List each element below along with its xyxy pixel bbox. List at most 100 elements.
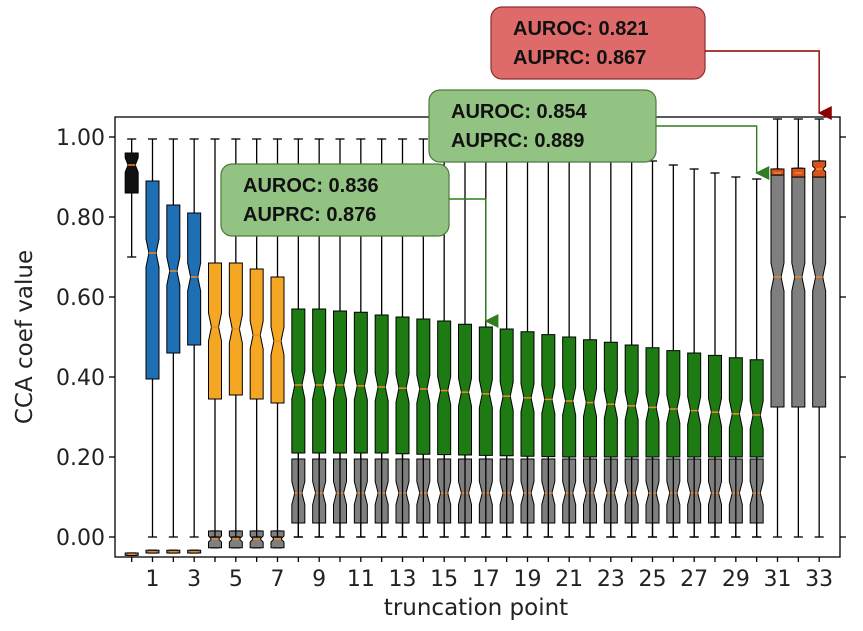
callout-0: AUROC: 0.821 AUPRC: 0.867 bbox=[490, 6, 832, 120]
box-body bbox=[520, 331, 535, 457]
x-tick-label: 15 bbox=[430, 567, 458, 592]
box-green-28 bbox=[708, 172, 722, 538]
y-tick-label: 0.00 bbox=[56, 526, 105, 551]
box-orange-5 bbox=[228, 138, 243, 538]
box-body bbox=[728, 357, 743, 458]
callout-text-0: AUROC: 0.836 bbox=[243, 175, 379, 197]
x-tick-label: 23 bbox=[597, 567, 625, 592]
box-green-20 bbox=[541, 144, 556, 538]
box-red-31 bbox=[770, 168, 785, 176]
box-body bbox=[562, 336, 577, 458]
box-gray-32 bbox=[791, 118, 806, 538]
box-body bbox=[812, 176, 827, 408]
callout-arrow bbox=[449, 198, 499, 328]
x-tick-label: 31 bbox=[764, 567, 792, 592]
box-green-19 bbox=[520, 142, 535, 538]
x-tick-label: 17 bbox=[472, 567, 500, 592]
box-body bbox=[124, 152, 139, 194]
box-green-22 bbox=[583, 148, 597, 538]
callout-text-0: AUROC: 0.854 bbox=[451, 101, 587, 123]
box-green-27 bbox=[687, 168, 702, 538]
box-gray-33 bbox=[812, 118, 827, 538]
box-body bbox=[458, 323, 472, 456]
box-green-29 bbox=[728, 176, 743, 538]
box-green-21 bbox=[562, 146, 577, 538]
box-body bbox=[603, 341, 618, 458]
box-orange-4 bbox=[208, 138, 222, 538]
box-body bbox=[187, 212, 202, 346]
box-body bbox=[583, 339, 597, 458]
x-tick-label: 29 bbox=[722, 567, 750, 592]
box-gray-1 bbox=[145, 549, 160, 554]
box-green-26 bbox=[666, 164, 681, 538]
y-axis-label: CCA coef value bbox=[12, 250, 38, 424]
box-body bbox=[374, 314, 389, 454]
callout-arrow bbox=[705, 50, 832, 120]
box-body bbox=[166, 204, 181, 354]
box-orange-7 bbox=[270, 138, 285, 538]
y-tick-label: 0.80 bbox=[56, 206, 105, 231]
box-body bbox=[270, 276, 285, 404]
box-green-16 bbox=[458, 138, 472, 538]
x-tick-label: 7 bbox=[271, 567, 285, 592]
box-body bbox=[333, 310, 347, 454]
x-tick-label: 1 bbox=[146, 567, 160, 592]
box-body bbox=[749, 359, 764, 458]
callout-text-1: AUPRC: 0.889 bbox=[451, 130, 584, 152]
x-tick-label: 3 bbox=[187, 567, 201, 592]
box-body bbox=[312, 308, 327, 454]
box-gray-3 bbox=[187, 549, 202, 554]
x-axis-label: truncation point bbox=[384, 595, 568, 621]
x-tick-label: 13 bbox=[389, 567, 417, 592]
callout-text-0: AUROC: 0.821 bbox=[513, 18, 649, 40]
box-gray-31 bbox=[770, 118, 785, 538]
box-blue-1 bbox=[145, 138, 160, 538]
box-red-32 bbox=[791, 167, 806, 178]
box-gray-6 bbox=[249, 530, 264, 549]
x-tick-label: 21 bbox=[555, 567, 583, 592]
box-body bbox=[353, 311, 368, 454]
y-tick-label: 0.40 bbox=[56, 366, 105, 391]
x-tick-label: 9 bbox=[312, 567, 326, 592]
box-green-30 bbox=[749, 178, 764, 538]
callout-2: AUROC: 0.836 AUPRC: 0.876 bbox=[220, 163, 499, 328]
callout-box bbox=[490, 6, 706, 80]
annotations: AUROC: 0.821 AUPRC: 0.867 AUROC: 0.854 AUPR… bbox=[220, 6, 832, 328]
x-tick-label: 33 bbox=[805, 567, 833, 592]
x-tick-label: 19 bbox=[514, 567, 542, 592]
box-green-18 bbox=[499, 140, 514, 538]
plot-area bbox=[114, 116, 841, 558]
box-body bbox=[291, 308, 306, 454]
box-green-23 bbox=[603, 152, 618, 538]
box-body bbox=[208, 262, 222, 400]
box-body bbox=[770, 168, 785, 176]
box-body bbox=[416, 318, 431, 455]
box-green-10 bbox=[333, 138, 347, 538]
x-tick-label: 5 bbox=[229, 567, 243, 592]
box-gray-0 bbox=[124, 552, 139, 557]
box-gray-7 bbox=[270, 530, 285, 549]
callout-1: AUROC: 0.854 AUPRC: 0.889 bbox=[428, 89, 770, 180]
callout-text-1: AUPRC: 0.867 bbox=[513, 47, 646, 69]
box-blue-2 bbox=[166, 138, 181, 538]
box-body bbox=[499, 328, 514, 457]
box-red-33 bbox=[812, 160, 827, 178]
box-body bbox=[687, 352, 702, 458]
box-body bbox=[791, 176, 806, 408]
x-tick-label: 27 bbox=[680, 567, 708, 592]
box-gray-4 bbox=[208, 530, 222, 549]
y-tick-label: 0.60 bbox=[56, 286, 105, 311]
box-body bbox=[624, 344, 639, 458]
y-axis: 0.00 0.20 0.40 0.60 0.80 1.00 bbox=[56, 126, 846, 551]
callout-box bbox=[220, 163, 450, 237]
box-body bbox=[666, 350, 681, 458]
x-axis: 1 3 5 7 9 11 13 15 17 19 21 23 25 27 29 31 33 bbox=[131, 557, 833, 592]
box-body bbox=[249, 268, 264, 400]
box-body bbox=[541, 334, 556, 458]
callout-text-1: AUPRC: 0.876 bbox=[243, 204, 376, 226]
x-tick-label: 25 bbox=[639, 567, 667, 592]
box-gray-2 bbox=[166, 549, 181, 554]
box-body bbox=[437, 320, 452, 456]
y-tick-label: 0.20 bbox=[56, 446, 105, 471]
